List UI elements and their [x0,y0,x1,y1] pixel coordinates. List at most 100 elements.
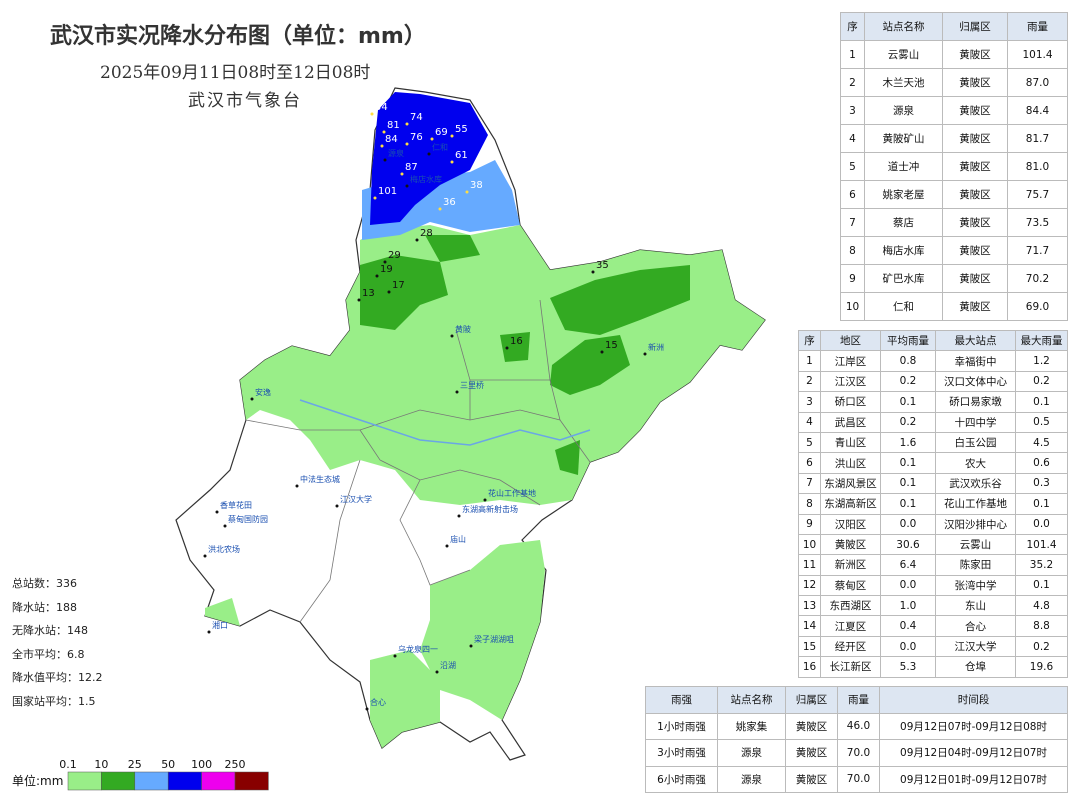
legend-threshold: 10 [94,758,108,771]
rain-area-blue [370,92,488,225]
cell: 10 [798,533,821,556]
station-name: 江汉大学 [340,494,372,504]
cell: 武昌区 [820,411,881,433]
cell: 青山区 [820,431,881,454]
cell: 源泉 [864,96,943,125]
station-name: 合心 [370,697,386,707]
cell: 长江新区 [820,656,881,678]
table-row: 5 道士冲 黄陂区 81.0 [840,152,1068,181]
cell: 黄陂区 [942,208,1008,237]
cell: 蔡店 [864,208,943,237]
station-value: 54 [375,102,388,113]
table-row: 6 姚家老屋 黄陂区 75.7 [840,180,1068,209]
cell: 汉阳区 [820,513,881,535]
table-row: 10 仁和 黄陂区 69.0 [840,292,1068,321]
cell: 洪山区 [820,452,881,474]
stats: 总站数：336 降水站：188 无降水站：148 全市平均：6.8 降水值平均：12.2… [12,572,103,713]
station-name: 庙山 [450,534,466,544]
table-row: 16 长江新区 5.3 仓埠 19.6 [798,656,1068,678]
station-dot [469,644,473,648]
station-dot [400,172,404,176]
header-cell: 雨量 [837,686,880,714]
legend-swatch [201,771,236,791]
station-name: 花山工作基地 [488,488,536,498]
station-dot [203,554,207,558]
station-dot [457,514,461,518]
table-row: 13 东西湖区 1.0 东山 4.8 [798,595,1068,617]
cell: 经开区 [820,635,881,658]
station-dot [643,352,647,356]
header-cell: 平均雨量 [880,329,936,352]
cell: 30.6 [880,533,936,556]
station-dot [370,112,374,116]
cell: 3小时雨强 [645,739,718,767]
cell: 木兰天池 [864,68,943,97]
station-value: 35 [596,260,609,271]
station-dot [405,184,409,188]
stat-line: 降水站：188 [12,600,77,614]
cell: 东湖风景区 [820,472,881,495]
cell: 19.6 [1015,656,1068,678]
cell: 东西湖区 [820,595,881,617]
station-dot [465,190,469,194]
station-dot [505,346,509,350]
header-cell: 序 [840,12,865,41]
cell: 东湖高新区 [820,493,881,515]
station-name: 源泉 [388,148,404,158]
table-row: 8 东湖高新区 0.1 花山工作基地 0.1 [798,493,1068,515]
cell: 0.1 [880,452,936,474]
cell: 姚家老屋 [864,180,943,209]
cell: 87.0 [1007,68,1068,97]
station-value: 69 [435,127,448,138]
cell: 1小时雨强 [645,712,718,740]
header-cell: 雨强 [645,686,718,714]
cell: 蔡甸区 [820,574,881,597]
cell: 70.0 [837,739,880,767]
title: 武汉市实况降水分布图（单位：mm） [50,24,426,49]
station-dot [375,274,379,278]
cell: 1 [840,40,865,69]
table-row: 1小时雨强 姚家集 黄陂区 46.0 09月12日07时-09月12日08时 [645,712,1068,740]
subtitle: 2025年09月11日08时至12日08时 [100,63,371,83]
cell: 0.2 [1015,370,1068,393]
cell: 东山 [935,595,1016,617]
cell: 0.1 [880,472,936,495]
table-row: 11 新洲区 6.4 陈家田 35.2 [798,554,1068,576]
table-row: 9 矿巴水库 黄陂区 70.2 [840,264,1068,293]
district-table: 序地区 平均雨量 最大站点 最大雨量 1 江岸区 0.8 幸福街中 1.2 2 江汉区 0.2 汉口文体… [798,329,1068,678]
cell: 矿巴水库 [864,264,943,293]
cell: 黄陂区 [785,712,838,740]
station-dot [382,130,386,134]
table-row: 3小时雨强 源泉 黄陂区 70.0 09月12日04时-09月12日07时 [645,739,1068,767]
header-cell: 雨量 [1007,12,1068,41]
station-name: 梁子湖湖咀 [474,635,514,644]
legend-swatch [234,771,269,791]
station-name: 梅店水库 [410,174,442,184]
cell: 0.1 [880,391,936,413]
cell: 硚口易家墩 [935,391,1016,413]
cell: 4.5 [1015,431,1068,454]
cell: 0.2 [1015,635,1068,658]
cell: 10 [840,292,865,321]
station-dot [393,654,397,658]
cell: 09月12日01时-09月12日07时 [879,765,1068,793]
rain-area-green [555,440,580,475]
station-dot [415,238,419,242]
cell: 汉口文体中心 [935,370,1016,393]
stat-line: 总站数：336 [12,577,77,590]
station-dot [380,144,384,148]
cell: 6 [798,452,821,474]
rain-area-green [550,265,690,335]
table-row: 7 东湖风景区 0.1 武汉欢乐谷 0.3 [798,472,1068,495]
cell: 101.4 [1007,40,1068,69]
station-value: 101 [378,186,397,197]
cell: 81.0 [1007,152,1068,181]
cell: 张湾中学 [935,574,1016,597]
cell: 黄陂区 [942,40,1008,69]
cell: 合心 [935,615,1016,637]
station-dot [335,504,339,508]
rain-area-light [370,650,440,748]
legend-swatch [134,771,169,791]
legend-swatch [67,771,102,791]
